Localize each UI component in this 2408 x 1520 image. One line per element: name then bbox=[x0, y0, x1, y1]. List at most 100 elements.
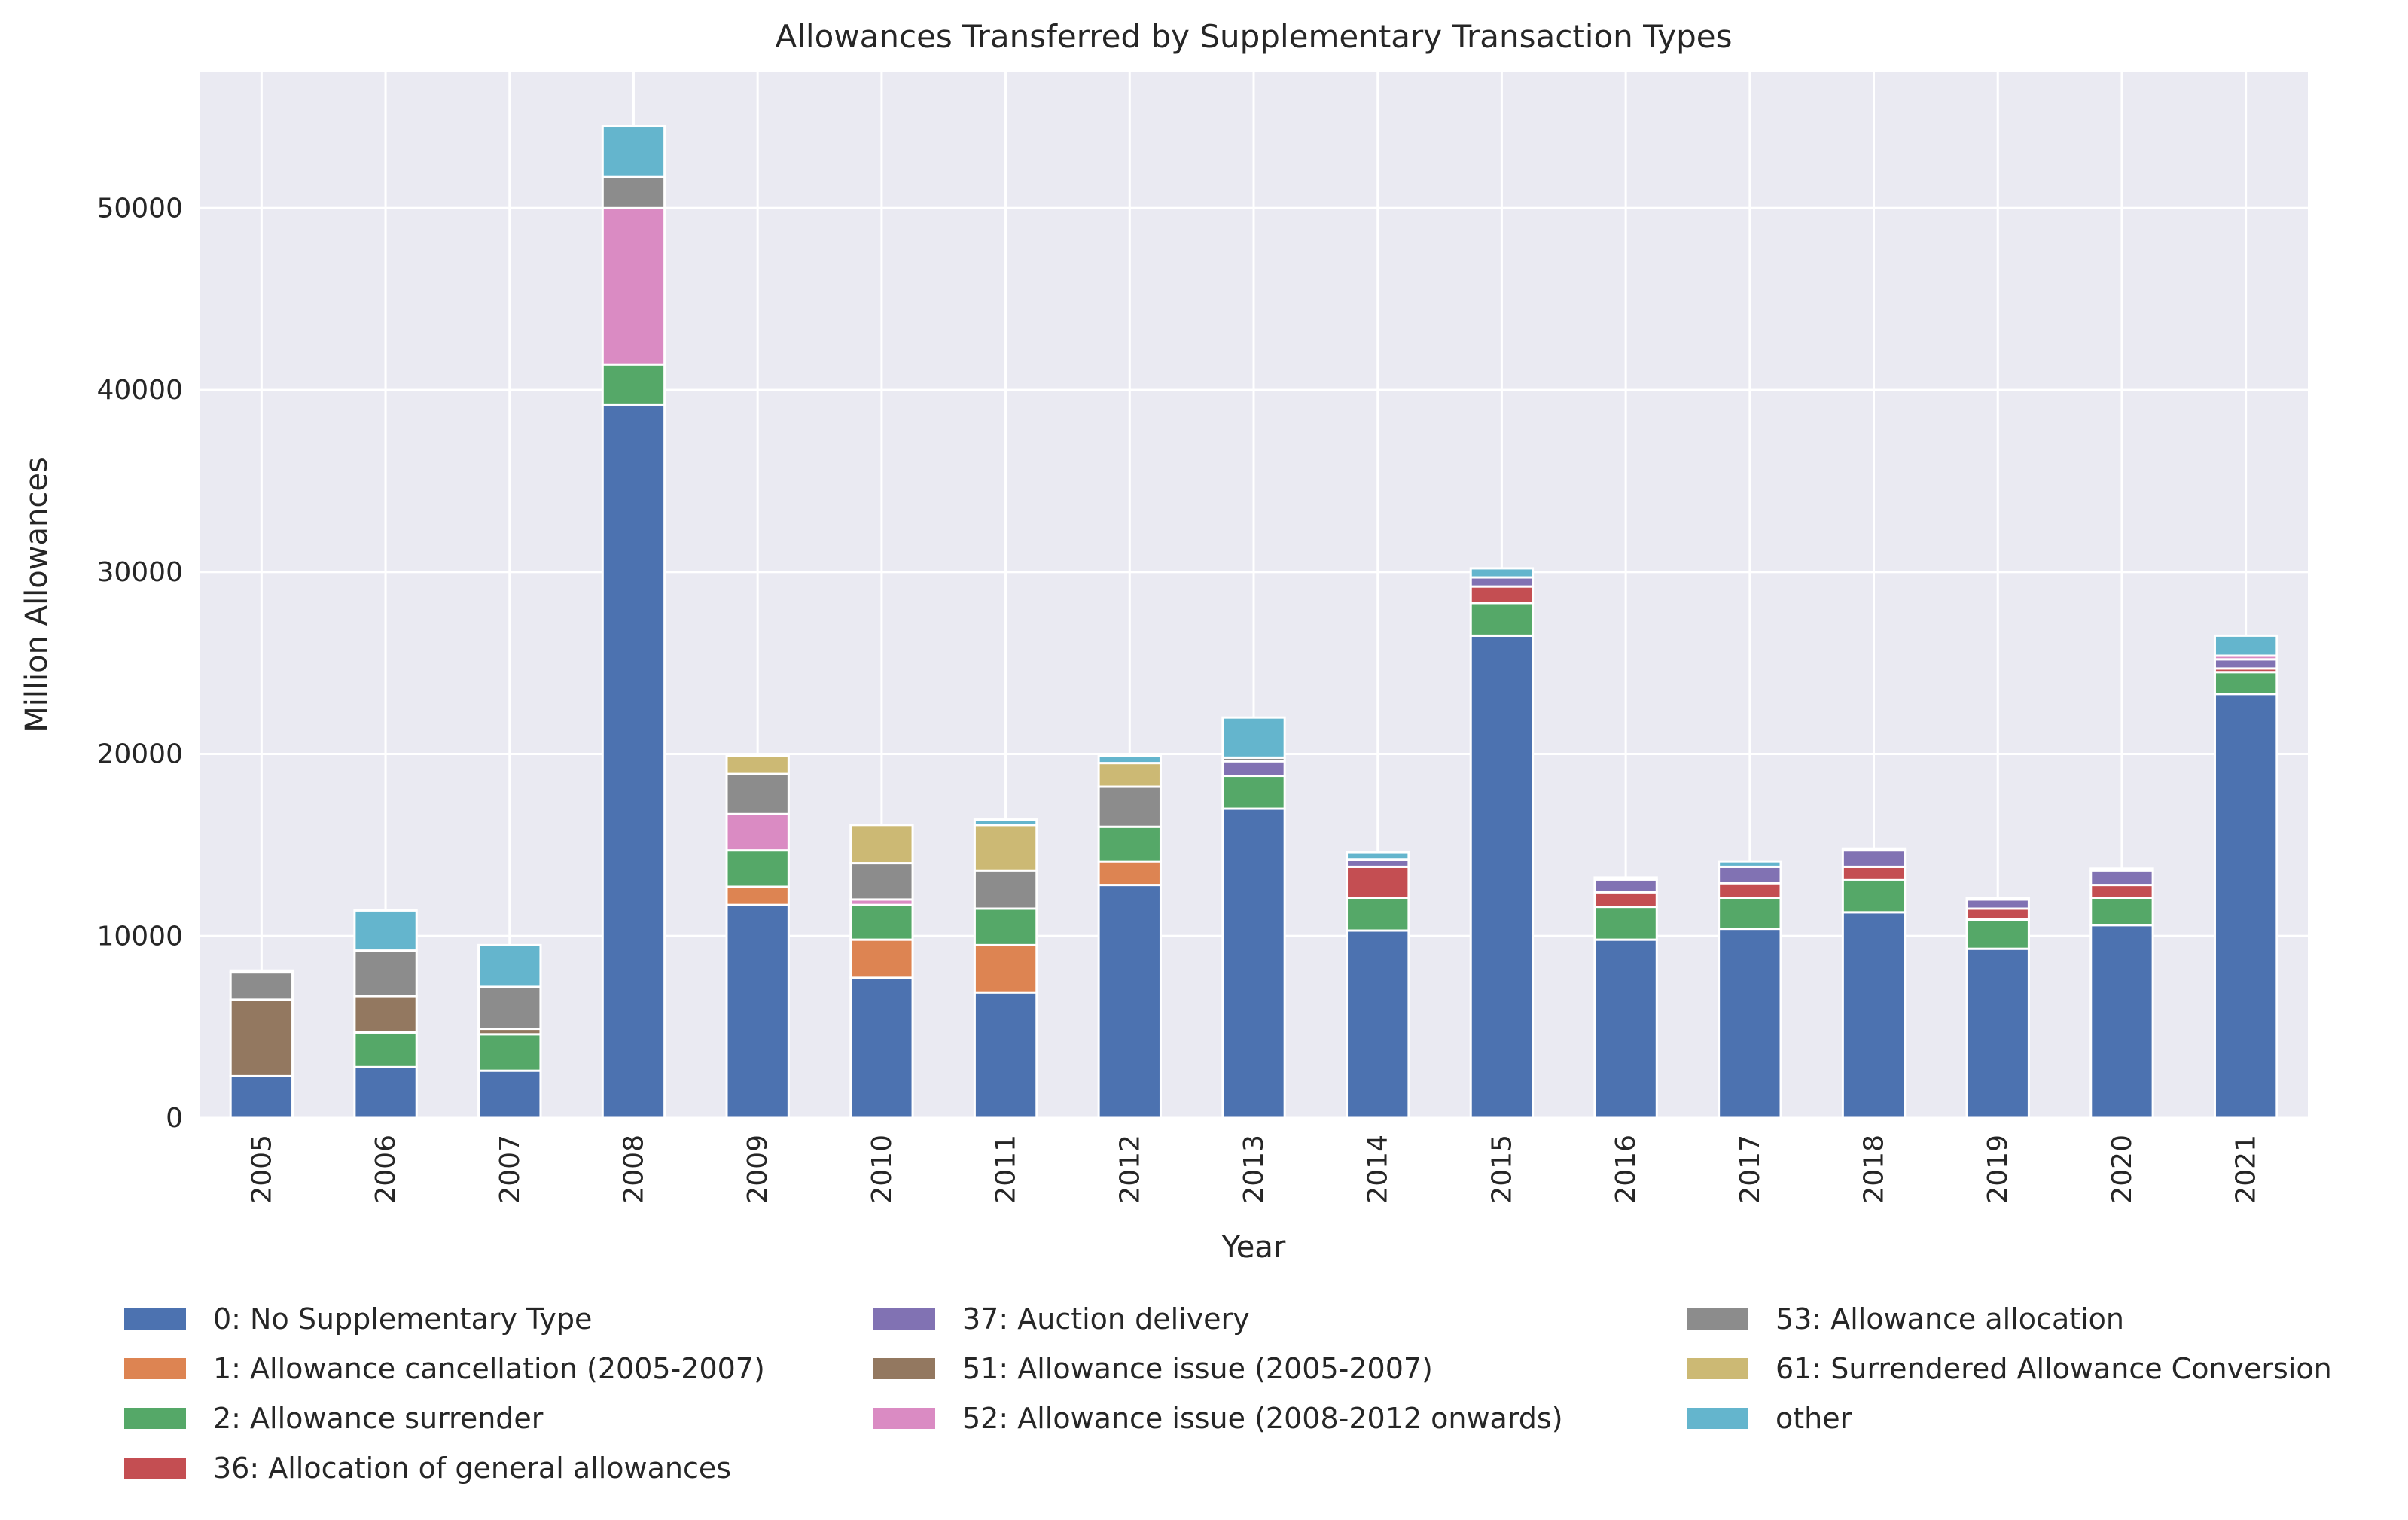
y-axis-label: Million Allowances bbox=[20, 457, 54, 733]
x-tick-label: 2016 bbox=[1611, 1135, 1641, 1204]
bar-segment bbox=[1841, 849, 1907, 868]
bar-segment bbox=[601, 206, 666, 366]
bar-segment bbox=[1346, 896, 1410, 932]
bar-segment bbox=[1965, 896, 2030, 901]
legend-swatch bbox=[873, 1408, 935, 1429]
bar-segment bbox=[353, 995, 418, 1034]
bar-segment bbox=[1469, 634, 1535, 1119]
bar-segment bbox=[849, 938, 914, 979]
bar-segment bbox=[1097, 825, 1162, 863]
legend-label: 53: Allowance allocation bbox=[1776, 1302, 2124, 1336]
y-tick-label: 30000 bbox=[96, 557, 183, 588]
bar-segment bbox=[725, 812, 790, 852]
x-tick-label: 2010 bbox=[867, 1135, 898, 1204]
y-tick-label: 50000 bbox=[96, 193, 183, 224]
bar-segment bbox=[2089, 867, 2154, 872]
bar-segment bbox=[1593, 938, 1658, 1119]
bar-segment bbox=[849, 824, 914, 865]
bar-segment bbox=[1841, 911, 1907, 1119]
x-tick-label: 2015 bbox=[1486, 1135, 1517, 1204]
bar-segment bbox=[1841, 878, 1907, 914]
x-tick-label: 2012 bbox=[1114, 1135, 1145, 1204]
y-tick-label: 20000 bbox=[96, 739, 183, 770]
legend: 0: No Supplementary Type 1: Allowance can… bbox=[124, 1302, 2332, 1485]
bar-segment bbox=[229, 1074, 294, 1119]
bar-segment bbox=[353, 1065, 418, 1119]
y-tick-label: 40000 bbox=[96, 375, 183, 406]
bar-segment bbox=[2089, 884, 2154, 899]
bar-segment bbox=[1097, 884, 1162, 1119]
bars bbox=[229, 125, 2278, 1119]
bar-segment bbox=[1469, 585, 1535, 605]
bar-segment bbox=[1965, 947, 2030, 1119]
legend-label: 2: Allowance surrender bbox=[213, 1402, 544, 1435]
bar-segment bbox=[1346, 929, 1410, 1119]
legend-swatch bbox=[1687, 1308, 1748, 1330]
legend-item: 2: Allowance surrender bbox=[124, 1402, 544, 1435]
x-tick-label: 2007 bbox=[495, 1135, 526, 1204]
legend-label: other bbox=[1776, 1402, 1852, 1435]
bar-segment bbox=[2213, 634, 2278, 657]
bar-segment bbox=[1718, 865, 1782, 885]
bar-segment bbox=[849, 903, 914, 941]
legend-swatch bbox=[124, 1408, 186, 1429]
bar-segment bbox=[1469, 602, 1535, 637]
bar-segment bbox=[2089, 924, 2154, 1119]
bar-segment bbox=[1221, 760, 1286, 778]
bar-segment bbox=[1469, 576, 1535, 588]
bar-segment bbox=[725, 772, 790, 815]
legend-label: 36: Allocation of general allowances bbox=[213, 1451, 731, 1485]
bar-segment bbox=[229, 971, 294, 1001]
bar-segment bbox=[1593, 876, 1658, 881]
legend-item: 52: Allowance issue (2008-2012 onwards) bbox=[873, 1402, 1563, 1435]
x-tick-label: 2006 bbox=[370, 1135, 401, 1204]
bar-segment bbox=[973, 824, 1038, 872]
bar-segment bbox=[477, 943, 542, 988]
bar-segment bbox=[2213, 658, 2278, 670]
bar-segment bbox=[1097, 754, 1162, 765]
bar-segment bbox=[725, 903, 790, 1119]
x-tick-label: 2018 bbox=[1859, 1135, 1890, 1204]
bar-segment bbox=[725, 885, 790, 906]
bar-segment bbox=[601, 125, 666, 178]
legend-swatch bbox=[124, 1308, 186, 1330]
legend-swatch bbox=[1687, 1358, 1748, 1379]
legend-swatch bbox=[873, 1308, 935, 1330]
bar-segment bbox=[601, 403, 666, 1119]
bar-segment bbox=[1593, 891, 1658, 909]
legend-item: 0: No Supplementary Type bbox=[124, 1302, 592, 1336]
x-tick-label: 2011 bbox=[991, 1135, 1022, 1204]
bar-segment bbox=[1718, 928, 1782, 1119]
bar-segment bbox=[353, 909, 418, 952]
bar-segment bbox=[601, 363, 666, 406]
legend-label: 1: Allowance cancellation (2005-2007) bbox=[213, 1352, 765, 1385]
bar-segment bbox=[353, 949, 418, 998]
x-tick-label: 2014 bbox=[1363, 1135, 1394, 1204]
legend-label: 37: Auction delivery bbox=[962, 1302, 1250, 1336]
legend-swatch bbox=[1687, 1408, 1748, 1429]
x-tick-labels: 2005 2006 2007 2008 2009 2010 2011 2012 2013 2014… bbox=[246, 1135, 2261, 1204]
bar-segment bbox=[1965, 918, 2030, 950]
bar-segment bbox=[477, 985, 542, 1031]
bar-segment bbox=[1841, 865, 1907, 881]
bar-segment bbox=[1593, 906, 1658, 941]
x-tick-label: 2008 bbox=[618, 1135, 649, 1204]
bar-segment bbox=[1221, 807, 1286, 1119]
legend-item: 1: Allowance cancellation (2005-2007) bbox=[124, 1352, 765, 1385]
bar-segment bbox=[1841, 847, 1907, 852]
legend-swatch bbox=[873, 1358, 935, 1379]
bar-segment bbox=[1221, 775, 1286, 810]
bar-segment bbox=[1097, 762, 1162, 788]
legend-item: other bbox=[1687, 1402, 1852, 1435]
bar-segment bbox=[1718, 882, 1782, 899]
bar-segment bbox=[973, 991, 1038, 1119]
bar-segment bbox=[2089, 896, 2154, 927]
bar-segment bbox=[1965, 907, 2030, 921]
y-tick-label: 0 bbox=[166, 1103, 183, 1134]
bar-segment bbox=[1097, 785, 1162, 828]
bar-segment bbox=[973, 818, 1038, 827]
bar-segment bbox=[353, 1031, 418, 1068]
legend-item: 36: Allocation of general allowances bbox=[124, 1451, 731, 1485]
legend-label: 0: No Supplementary Type bbox=[213, 1302, 592, 1336]
